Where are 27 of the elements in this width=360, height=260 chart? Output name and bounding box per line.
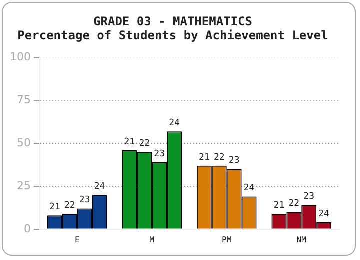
text: 22 [288,199,300,210]
text: 22 [139,139,150,150]
series-label: 24 [94,182,106,192]
y-tick-label: 25 [16,179,31,192]
text: 24 [318,209,330,220]
series-label: 21 [50,202,60,213]
series-label: 22 [64,200,76,211]
chart-subtitle: Percentage of Students by Achievement Level [18,28,328,43]
y-tick-label: 0 [24,222,31,236]
chart-title: GRADE 03 - MATHEMATICS [94,14,252,28]
text: 24 [169,118,180,128]
y-tick-label: 75 [16,94,31,107]
text: 23 [79,196,90,206]
text: 21 [274,200,285,211]
text: 21 [199,152,210,163]
x-tick-label: NM [296,235,307,244]
x-tick-label: E [74,235,80,244]
text: 23 [304,192,315,202]
series-label: 23 [154,149,166,160]
text: 21 [124,137,136,148]
y-tick-label: 50 [16,136,31,150]
x-tick-label: M [150,235,155,244]
x-tick-label: PM [222,235,232,244]
text: 23 [228,156,240,166]
text: 24 [244,184,255,194]
y-tick-label: 100 [10,50,31,64]
text: 22 [214,152,225,163]
